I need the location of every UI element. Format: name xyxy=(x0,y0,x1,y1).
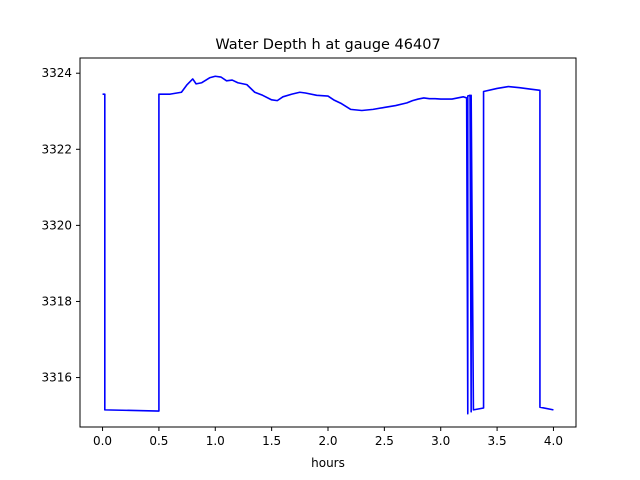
x-tick-label: 4.0 xyxy=(544,434,563,448)
y-tick-label: 3320 xyxy=(41,218,72,232)
x-tick-label: 0.5 xyxy=(149,434,168,448)
y-tick-label: 3316 xyxy=(41,371,72,385)
x-tick-label: 0.0 xyxy=(93,434,112,448)
x-tick-label: 2.5 xyxy=(375,434,394,448)
x-tick-label: 1.5 xyxy=(262,434,281,448)
chart-title: Water Depth h at gauge 46407 xyxy=(215,37,440,53)
plot-area xyxy=(79,57,577,428)
x-tick-label: 1.0 xyxy=(206,434,225,448)
x-axis-label: hours xyxy=(311,456,345,470)
series-line-1 xyxy=(102,75,554,415)
y-axis: 3316 3318 3320 3322 3324 xyxy=(41,66,80,385)
plot-background xyxy=(80,58,576,427)
x-tick-label: 3.0 xyxy=(431,434,450,448)
x-axis: 0.0 0.5 1.0 1.5 2.0 2.5 3.0 3.5 4.0 xyxy=(93,427,563,448)
x-tick-label: 3.5 xyxy=(488,434,507,448)
y-tick-label: 3322 xyxy=(41,142,72,156)
x-tick-label: 2.0 xyxy=(318,434,337,448)
y-tick-label: 3318 xyxy=(41,294,72,308)
y-tick-label: 3324 xyxy=(41,66,72,80)
